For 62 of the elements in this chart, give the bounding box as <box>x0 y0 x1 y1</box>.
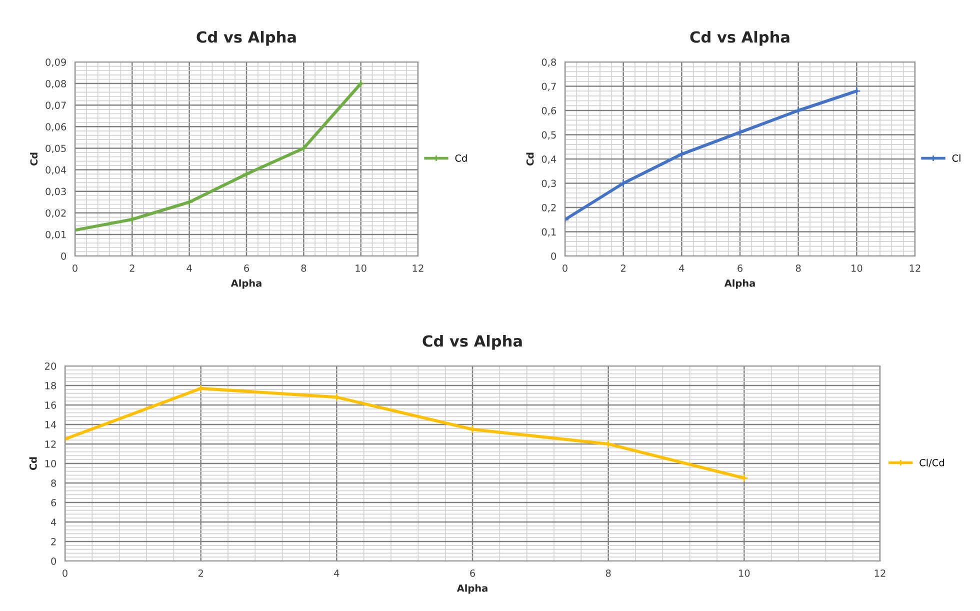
y-tick-label: 0,07 <box>46 102 66 110</box>
y-tick-label: 0,5 <box>542 131 556 140</box>
x-tick-label: 0 <box>562 264 568 272</box>
y-tick-label: 0,3 <box>542 180 556 188</box>
y-tick-label: 0,4 <box>542 155 556 164</box>
x-tick-label: 8 <box>606 570 611 577</box>
x-tick-label: 4 <box>186 264 192 272</box>
y-tick-label: 0,2 <box>542 204 556 212</box>
x-tick-label: 8 <box>796 264 801 272</box>
y-tick-label: 8 <box>51 479 56 487</box>
x-tick-label: 2 <box>620 264 626 272</box>
x-tick-label: 2 <box>198 570 203 577</box>
x-tick-label: 10 <box>852 264 862 272</box>
x-tick-label: 6 <box>738 264 742 272</box>
y-tick-label: 0 <box>551 252 556 260</box>
chart-title: Cd vs Alpha <box>196 30 296 46</box>
x-axis-title: Alpha <box>456 584 488 594</box>
y-tick-label: 0,05 <box>46 144 66 154</box>
y-tick-label: 0,02 <box>46 209 66 218</box>
legend-label: Cl/Cd <box>920 458 944 468</box>
x-tick-label: 0 <box>72 264 78 272</box>
y-tick-label: 0,06 <box>46 123 66 132</box>
x-tick-label: 8 <box>301 264 306 272</box>
y-tick-label: 4 <box>50 518 56 526</box>
y-tick-label: 18 <box>45 382 56 390</box>
y-axis-title: Cd <box>526 152 534 166</box>
x-tick-label: 12 <box>874 570 886 577</box>
y-tick-label: 2 <box>51 538 56 546</box>
y-tick-label: 0,01 <box>46 230 66 240</box>
y-tick-label: 0,09 <box>46 58 66 67</box>
x-tick-label: 6 <box>470 570 475 577</box>
y-tick-label: 0,08 <box>46 80 66 88</box>
y-tick-label: 0,04 <box>46 166 66 175</box>
y-tick-label: 0 <box>51 557 56 565</box>
y-tick-label: 6 <box>51 498 56 506</box>
x-axis-title: Alpha <box>724 279 755 289</box>
y-tick-label: 12 <box>45 440 56 448</box>
x-tick-label: 10 <box>739 570 750 577</box>
y-tick-label: 0,03 <box>46 188 66 196</box>
y-tick-label: 16 <box>45 401 56 409</box>
y-axis-title: Cd <box>30 152 38 166</box>
x-tick-label: 4 <box>334 570 340 577</box>
y-tick-label: 14 <box>45 421 56 428</box>
x-tick-label: 4 <box>679 264 684 272</box>
x-tick-label: 2 <box>130 264 134 272</box>
x-tick-label: 12 <box>412 264 424 272</box>
y-tick-label: 20 <box>45 362 56 370</box>
x-tick-label: 12 <box>910 264 920 272</box>
legend-label: Cl <box>952 154 960 162</box>
x-tick-label: 6 <box>244 264 249 272</box>
y-tick-label: 0,1 <box>542 228 556 237</box>
y-tick-label: 0,6 <box>542 106 556 116</box>
y-tick-label: 0,8 <box>542 58 556 67</box>
chart-title: Cd vs Alpha <box>422 334 522 350</box>
legend-label: Cd <box>455 154 467 162</box>
x-axis-title: Alpha <box>230 279 262 289</box>
y-axis-title: Cd <box>29 457 37 470</box>
x-tick-label: 10 <box>356 264 366 272</box>
y-tick-label: 0,7 <box>542 82 556 92</box>
chart-title: Cd vs Alpha <box>690 30 790 46</box>
y-tick-label: 10 <box>45 460 56 468</box>
y-tick-label: 0 <box>61 252 66 260</box>
